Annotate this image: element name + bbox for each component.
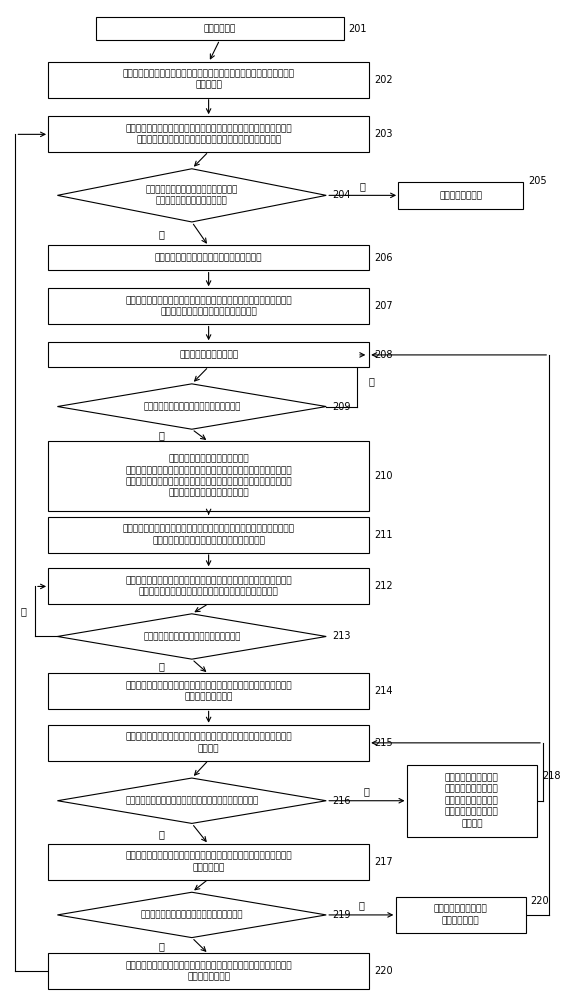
FancyBboxPatch shape [49,568,369,604]
Text: 監控目標訂單的當前狀態: 監控目標訂單的當前狀態 [179,350,238,359]
Text: 根據所述第一权重大小
，為所述目標訂單和所
述關聯訂單確定裝載優
先級，並根據裝載優先
級，裝載: 根據所述第一权重大小 ，為所述目標訂單和所 述關聯訂單確定裝載優 先級，並根據裝… [445,773,499,828]
Polygon shape [57,778,326,823]
Text: 210: 210 [374,471,392,481]
Text: 否: 否 [158,662,164,672]
Text: 是: 是 [158,941,164,951]
Text: 根據道路信息，確定至少一條配送路線，為每一條配送路線配置對應的
至少一輛配送貨車，並為每一輛配送貨車設置對應的負載閾值: 根據道路信息，確定至少一條配送路線，為每一條配送路線配置對應的 至少一輛配送貨車… [125,124,292,145]
Text: 208: 208 [374,350,392,360]
Text: 接收至少一個訂單，並核對所述至少一個
訂單中當前訂單的信息是否完整: 接收至少一個訂單，並核對所述至少一個 訂單中當前訂單的信息是否完整 [145,185,238,206]
Text: 設置目標狀態: 設置目標狀態 [204,24,236,33]
Text: 209: 209 [332,402,350,412]
Text: 檢測所述目標配送路線對應的至少一輛配送貨車中每一輛配送貨車的負載
量，確定負載量未達到所述負載閾值的配送貨車: 檢測所述目標配送路線對應的至少一輛配送貨車中每一輛配送貨車的負載 量，確定負載量… [123,525,295,545]
Text: 是: 是 [158,229,164,239]
FancyBboxPatch shape [49,62,369,98]
Text: 所述目標訂單裝載到所
述第一配送貨車: 所述目標訂單裝載到所 述第一配送貨車 [434,905,487,925]
FancyBboxPatch shape [49,725,369,761]
FancyBboxPatch shape [407,765,537,837]
Polygon shape [57,169,326,222]
FancyBboxPatch shape [49,441,369,511]
FancyBboxPatch shape [49,288,369,324]
Text: 是: 是 [158,829,164,839]
Text: 判斷所述第一配送貨車是否接收到裝貨指令: 判斷所述第一配送貨車是否接收到裝貨指令 [143,632,241,641]
Text: 201: 201 [349,24,367,34]
Text: 215: 215 [374,738,392,748]
Text: 214: 214 [374,686,392,696]
Text: 202: 202 [374,75,392,85]
FancyBboxPatch shape [49,673,369,709]
Text: 在所述負載量未達到所述負載閾值的配送貨車中，為所述目標訂單重新
分配第二配送貨車: 在所述負載量未達到所述負載閾值的配送貨車中，為所述目標訂單重新 分配第二配送貨車 [125,961,292,981]
Text: 判斷所述當前狀態與所述目標狀態是否一致: 判斷所述當前狀態與所述目標狀態是否一致 [143,402,241,411]
Text: 根據所述關聯訂單的個數，為所述目標訂單和所述關聯訂單分配相同的
第一权重: 根據所述關聯訂單的個數，為所述目標訂單和所述關聯訂單分配相同的 第一权重 [125,733,292,753]
Text: 在所述負載量未達到所述負載閾值的配送貨車中，為所述目標訂單預分
配對應的第一配送貨車，並修改所述第一配送貨車的負載量: 在所述負載量未達到所述負載閾值的配送貨車中，為所述目標訂單預分 配對應的第一配送… [125,576,292,597]
Text: 存放所述目標訂單，並確定與所述目標訂單的經緯度相同的關聯訂單及
所述關聯訂單的個數: 存放所述目標訂單，並確定與所述目標訂單的經緯度相同的關聯訂單及 所述關聯訂單的個… [125,681,292,701]
Text: 刪除所述當前訂單: 刪除所述當前訂單 [439,191,482,200]
Text: 207: 207 [374,301,392,311]
FancyBboxPatch shape [396,897,526,933]
FancyBboxPatch shape [49,342,369,367]
Text: 確定第二权重，並判斷所述第二权重是否大於所述第一权重: 確定第二权重，並判斷所述第二权重是否大於所述第一权重 [125,796,259,805]
Text: 219: 219 [332,910,350,920]
Text: 220: 220 [531,896,549,906]
Text: 206: 206 [374,253,392,263]
FancyBboxPatch shape [49,953,369,989]
Text: 220: 220 [374,966,392,976]
Text: 213: 213 [332,631,350,641]
Text: 否: 否 [358,901,364,911]
FancyBboxPatch shape [398,182,523,209]
Text: 根據所述第二权重大小，為所述目標訂單確定裝載優先級，並根據裝載
優先級，裝載: 根據所述第二权重大小，為所述目標訂單確定裝載優先級，並根據裝載 優先級，裝載 [125,852,292,872]
Text: 216: 216 [332,796,350,806]
FancyBboxPatch shape [49,245,369,270]
Text: 當所述當前狀態達到所述目標狀態
時，根據所述道路信息，確定從所述物流中心對應的經緯度到所述目標
經緯度的至少一條交通路線；在所述至少一條交通路線中，選定距離最
: 當所述當前狀態達到所述目標狀態 時，根據所述道路信息，確定從所述物流中心對應的經… [125,454,292,498]
Text: 205: 205 [528,176,547,186]
Text: 204: 204 [332,190,350,200]
Text: 是: 是 [21,606,27,616]
Polygon shape [57,384,326,429]
Text: 203: 203 [374,129,392,139]
Text: 確定所述完整當前訂單中的一個作為目標訂單: 確定所述完整當前訂單中的一個作為目標訂單 [155,253,263,262]
Text: 否: 否 [360,181,366,191]
Text: 從各個配送區域的道路交通網路數據中，采集各個地址信息對應的經緯度
及道路信息: 從各個配送區域的道路交通網路數據中，采集各個地址信息對應的經緯度 及道路信息 [123,69,295,90]
FancyBboxPatch shape [96,17,344,40]
FancyBboxPatch shape [49,517,369,553]
Text: 是: 是 [158,430,164,440]
Text: 判斷所述第一配送貨車是否已接收到發車指令: 判斷所述第一配送貨車是否已接收到發車指令 [140,910,243,919]
FancyBboxPatch shape [49,844,369,880]
Text: 否: 否 [368,376,374,386]
Text: 否: 否 [364,786,370,796]
Text: 根據所述各個地址信息對應的經緯度，確定目標訂單對應的目標地址信
息的目標經緯度及物流中心對應的經緯度: 根據所述各個地址信息對應的經緯度，確定目標訂單對應的目標地址信 息的目標經緯度及… [125,296,292,317]
FancyBboxPatch shape [49,116,369,152]
Text: 212: 212 [374,581,392,591]
Polygon shape [57,892,326,938]
Text: 217: 217 [374,857,392,867]
Polygon shape [57,614,326,659]
Text: 218: 218 [542,771,560,781]
Text: 211: 211 [374,530,392,540]
